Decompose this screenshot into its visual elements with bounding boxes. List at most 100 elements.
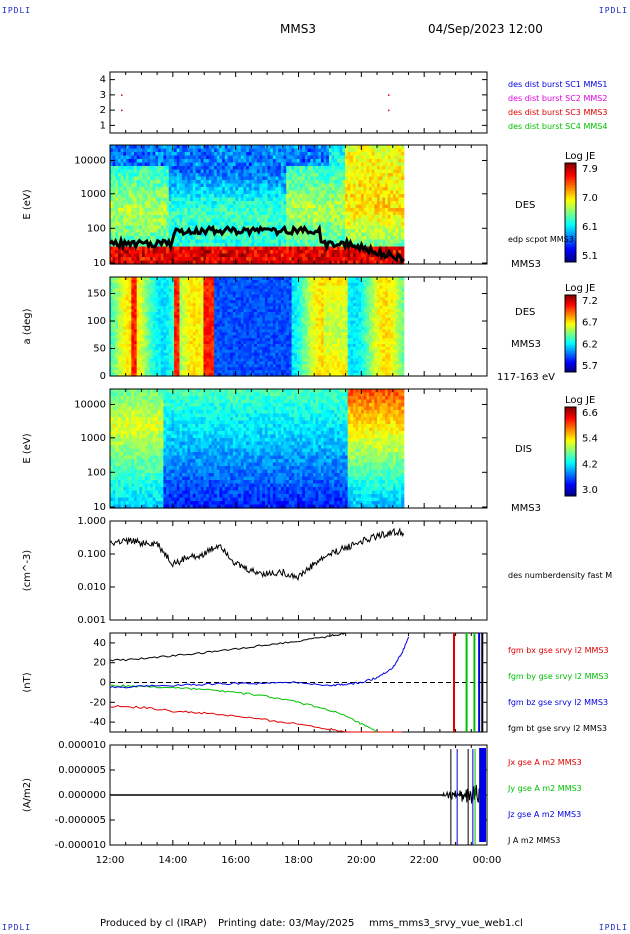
spectrogram-cell bbox=[342, 222, 346, 227]
spectrogram-cell bbox=[366, 236, 370, 241]
spectrogram-cell bbox=[310, 180, 314, 185]
spectrogram-cell bbox=[158, 294, 162, 298]
spectrogram-cell bbox=[142, 311, 146, 316]
spectrogram-cell bbox=[361, 208, 365, 213]
spectrogram-cell bbox=[118, 152, 122, 157]
spectrogram-cell bbox=[347, 155, 351, 160]
spectrogram-cell bbox=[144, 211, 148, 216]
spectrogram-cell bbox=[134, 250, 138, 255]
spectrogram-cell bbox=[176, 218, 181, 223]
spectrogram-cell bbox=[304, 253, 309, 258]
spectrogram-cell bbox=[278, 250, 282, 255]
spectrogram-cell bbox=[398, 232, 402, 237]
spectrogram-cell bbox=[118, 355, 122, 360]
spectrogram-cell bbox=[126, 367, 130, 371]
spectrogram-cell bbox=[211, 253, 215, 258]
spectrogram-cell bbox=[344, 187, 349, 192]
spectrogram-cell bbox=[401, 145, 405, 150]
spectrogram-cell bbox=[371, 162, 375, 167]
spectrogram-cell bbox=[134, 145, 138, 150]
spectrogram-cell bbox=[262, 187, 266, 192]
spectrogram-cell bbox=[160, 229, 165, 234]
spectrogram-cell bbox=[115, 314, 119, 319]
spectrogram-cell bbox=[246, 239, 250, 244]
spectrogram-cell bbox=[246, 187, 250, 192]
spectrogram-cell bbox=[158, 352, 162, 357]
spectrogram-cell bbox=[142, 309, 146, 313]
spectrogram-cell bbox=[312, 190, 317, 195]
spectrogram-cell bbox=[155, 211, 159, 216]
spectrogram-cell bbox=[166, 190, 170, 195]
spectrogram-cell bbox=[184, 277, 189, 281]
spectrogram-cell bbox=[339, 215, 343, 220]
spectrogram-cell bbox=[336, 183, 341, 188]
spectrogram-cell bbox=[179, 187, 183, 192]
spectrogram-cell bbox=[115, 173, 119, 178]
spectrogram-cell bbox=[131, 285, 135, 290]
spectrogram-cell bbox=[171, 309, 175, 313]
spectrogram-cell bbox=[350, 166, 354, 171]
spectrogram-cell bbox=[307, 232, 311, 237]
spectrogram-cell bbox=[323, 166, 327, 171]
spectrogram-cell bbox=[142, 218, 146, 223]
spectrogram-cell bbox=[256, 197, 261, 202]
spectrogram-cell bbox=[323, 218, 327, 223]
spectrogram-cell bbox=[232, 257, 237, 262]
spectrogram-cell bbox=[398, 225, 402, 230]
spectrogram-cell bbox=[385, 236, 389, 241]
spectrogram-cell bbox=[240, 155, 245, 160]
spectrogram-cell bbox=[382, 169, 386, 174]
spectrogram-cell bbox=[200, 162, 205, 167]
spectrogram-cell bbox=[326, 159, 330, 164]
spectrogram-cell bbox=[315, 159, 319, 164]
spectrogram-cell bbox=[259, 246, 263, 251]
spectrogram-cell bbox=[136, 183, 140, 188]
spectrogram-cell bbox=[214, 162, 218, 167]
colorbar-cell bbox=[565, 205, 576, 209]
spectrogram-cell bbox=[336, 145, 341, 150]
spectrogram-cell bbox=[174, 194, 178, 199]
spectrogram-cell bbox=[267, 169, 271, 174]
spectrogram-cell bbox=[168, 211, 173, 216]
spectrogram-cell bbox=[144, 180, 148, 185]
spectrogram-cell bbox=[387, 187, 391, 192]
spectrogram-cell bbox=[163, 361, 167, 365]
spectrogram-cell bbox=[259, 173, 263, 178]
spectrogram-cell bbox=[158, 232, 162, 237]
spectrogram-cell bbox=[318, 201, 322, 206]
spectrogram-cell bbox=[123, 155, 127, 160]
spectrogram-cell bbox=[235, 260, 239, 265]
spectrogram-cell bbox=[192, 208, 197, 213]
spectrogram-cell bbox=[230, 197, 234, 202]
spectrogram-cell bbox=[374, 236, 378, 241]
spectrogram-cell bbox=[174, 239, 178, 244]
spectrogram-cell bbox=[339, 218, 343, 223]
spectrogram-cell bbox=[246, 197, 250, 202]
spectrogram-cell bbox=[222, 148, 226, 153]
spectrogram-cell bbox=[219, 253, 223, 258]
spectrogram-cell bbox=[176, 201, 181, 206]
spectrogram-cell bbox=[259, 183, 263, 188]
spectrogram-cell bbox=[171, 335, 175, 339]
spectrogram-cell bbox=[195, 148, 199, 153]
spectrogram-cell bbox=[160, 215, 165, 220]
spectrogram-cell bbox=[136, 148, 140, 153]
spectrogram-cell bbox=[184, 361, 189, 365]
spectrogram-cell bbox=[150, 323, 154, 328]
spectrogram-cell bbox=[174, 314, 178, 319]
spectrogram-cell bbox=[361, 194, 365, 199]
spectrogram-cell bbox=[363, 211, 367, 216]
colorbar-cell bbox=[565, 259, 576, 263]
spectrogram-cell bbox=[334, 225, 338, 230]
spectrogram-cell bbox=[139, 166, 143, 171]
spectrogram-cell bbox=[126, 329, 130, 333]
spectrogram-cell bbox=[110, 332, 114, 336]
spectrogram-cell bbox=[155, 320, 159, 325]
spectrogram-cell bbox=[144, 145, 148, 150]
spectrogram-cell bbox=[286, 239, 290, 244]
spectrogram-cell bbox=[126, 190, 130, 195]
spectrogram-cell bbox=[336, 190, 341, 195]
spectrogram-cell bbox=[227, 159, 231, 164]
spectrogram-cell bbox=[144, 373, 148, 377]
spectrogram-cell bbox=[176, 246, 181, 251]
